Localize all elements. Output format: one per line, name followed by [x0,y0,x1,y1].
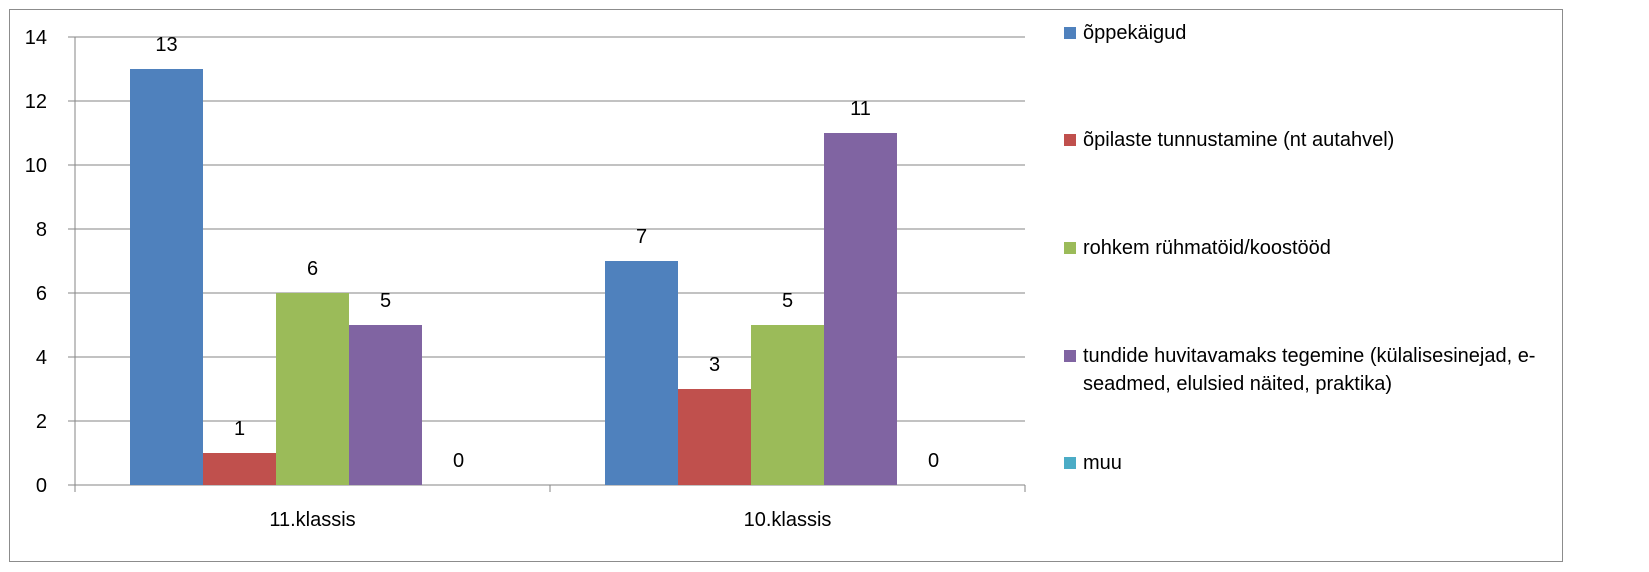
y-tick-label: 4 [36,347,47,369]
y-tick-label: 6 [36,283,47,305]
legend-swatch [1064,242,1076,254]
data-label: 5 [782,290,793,312]
data-label: 0 [928,450,939,472]
legend-swatch [1064,350,1076,362]
data-label: 6 [307,258,318,280]
legend-swatch [1064,134,1076,146]
bar [203,453,276,485]
y-tick-label: 8 [36,219,47,241]
y-tick-label: 2 [36,411,47,433]
y-tick-label: 10 [25,155,47,177]
x-tick-label: 11.klassis [269,509,355,531]
legend-label: tundide huvitavamaks tegemine (külalises… [1083,345,1536,395]
legend-swatch [1064,457,1076,469]
y-tick-label: 14 [25,27,47,49]
bar [276,293,349,485]
bar [349,325,422,485]
data-label: 0 [453,450,464,472]
legend-swatch [1064,27,1076,39]
data-labels: 13 1 6 5 0 7 3 5 11 0 [155,34,939,472]
data-label: 3 [709,354,720,376]
data-label: 13 [155,34,177,56]
legend-label: õppekäigud [1083,22,1187,44]
data-label: 7 [636,226,647,248]
legend-label: õpilaste tunnustamine (nt autahvel) [1083,129,1395,151]
data-label: 1 [234,418,245,440]
legend-label: rohkem rühmatöid/koostööd [1083,237,1331,259]
y-tick-label: 0 [36,475,47,497]
bars [130,69,897,485]
bar [130,69,203,485]
bar [824,133,897,485]
bar [751,325,824,485]
y-tick-label: 12 [25,91,47,113]
bar [605,261,678,485]
x-tick-label: 10.klassis [744,509,832,531]
data-label: 5 [380,290,391,312]
data-label: 11 [850,98,871,120]
legend-label: muu [1083,452,1122,474]
bar [678,389,751,485]
legend: õppekäigud õpilaste tunnustamine (nt aut… [1056,0,1596,572]
